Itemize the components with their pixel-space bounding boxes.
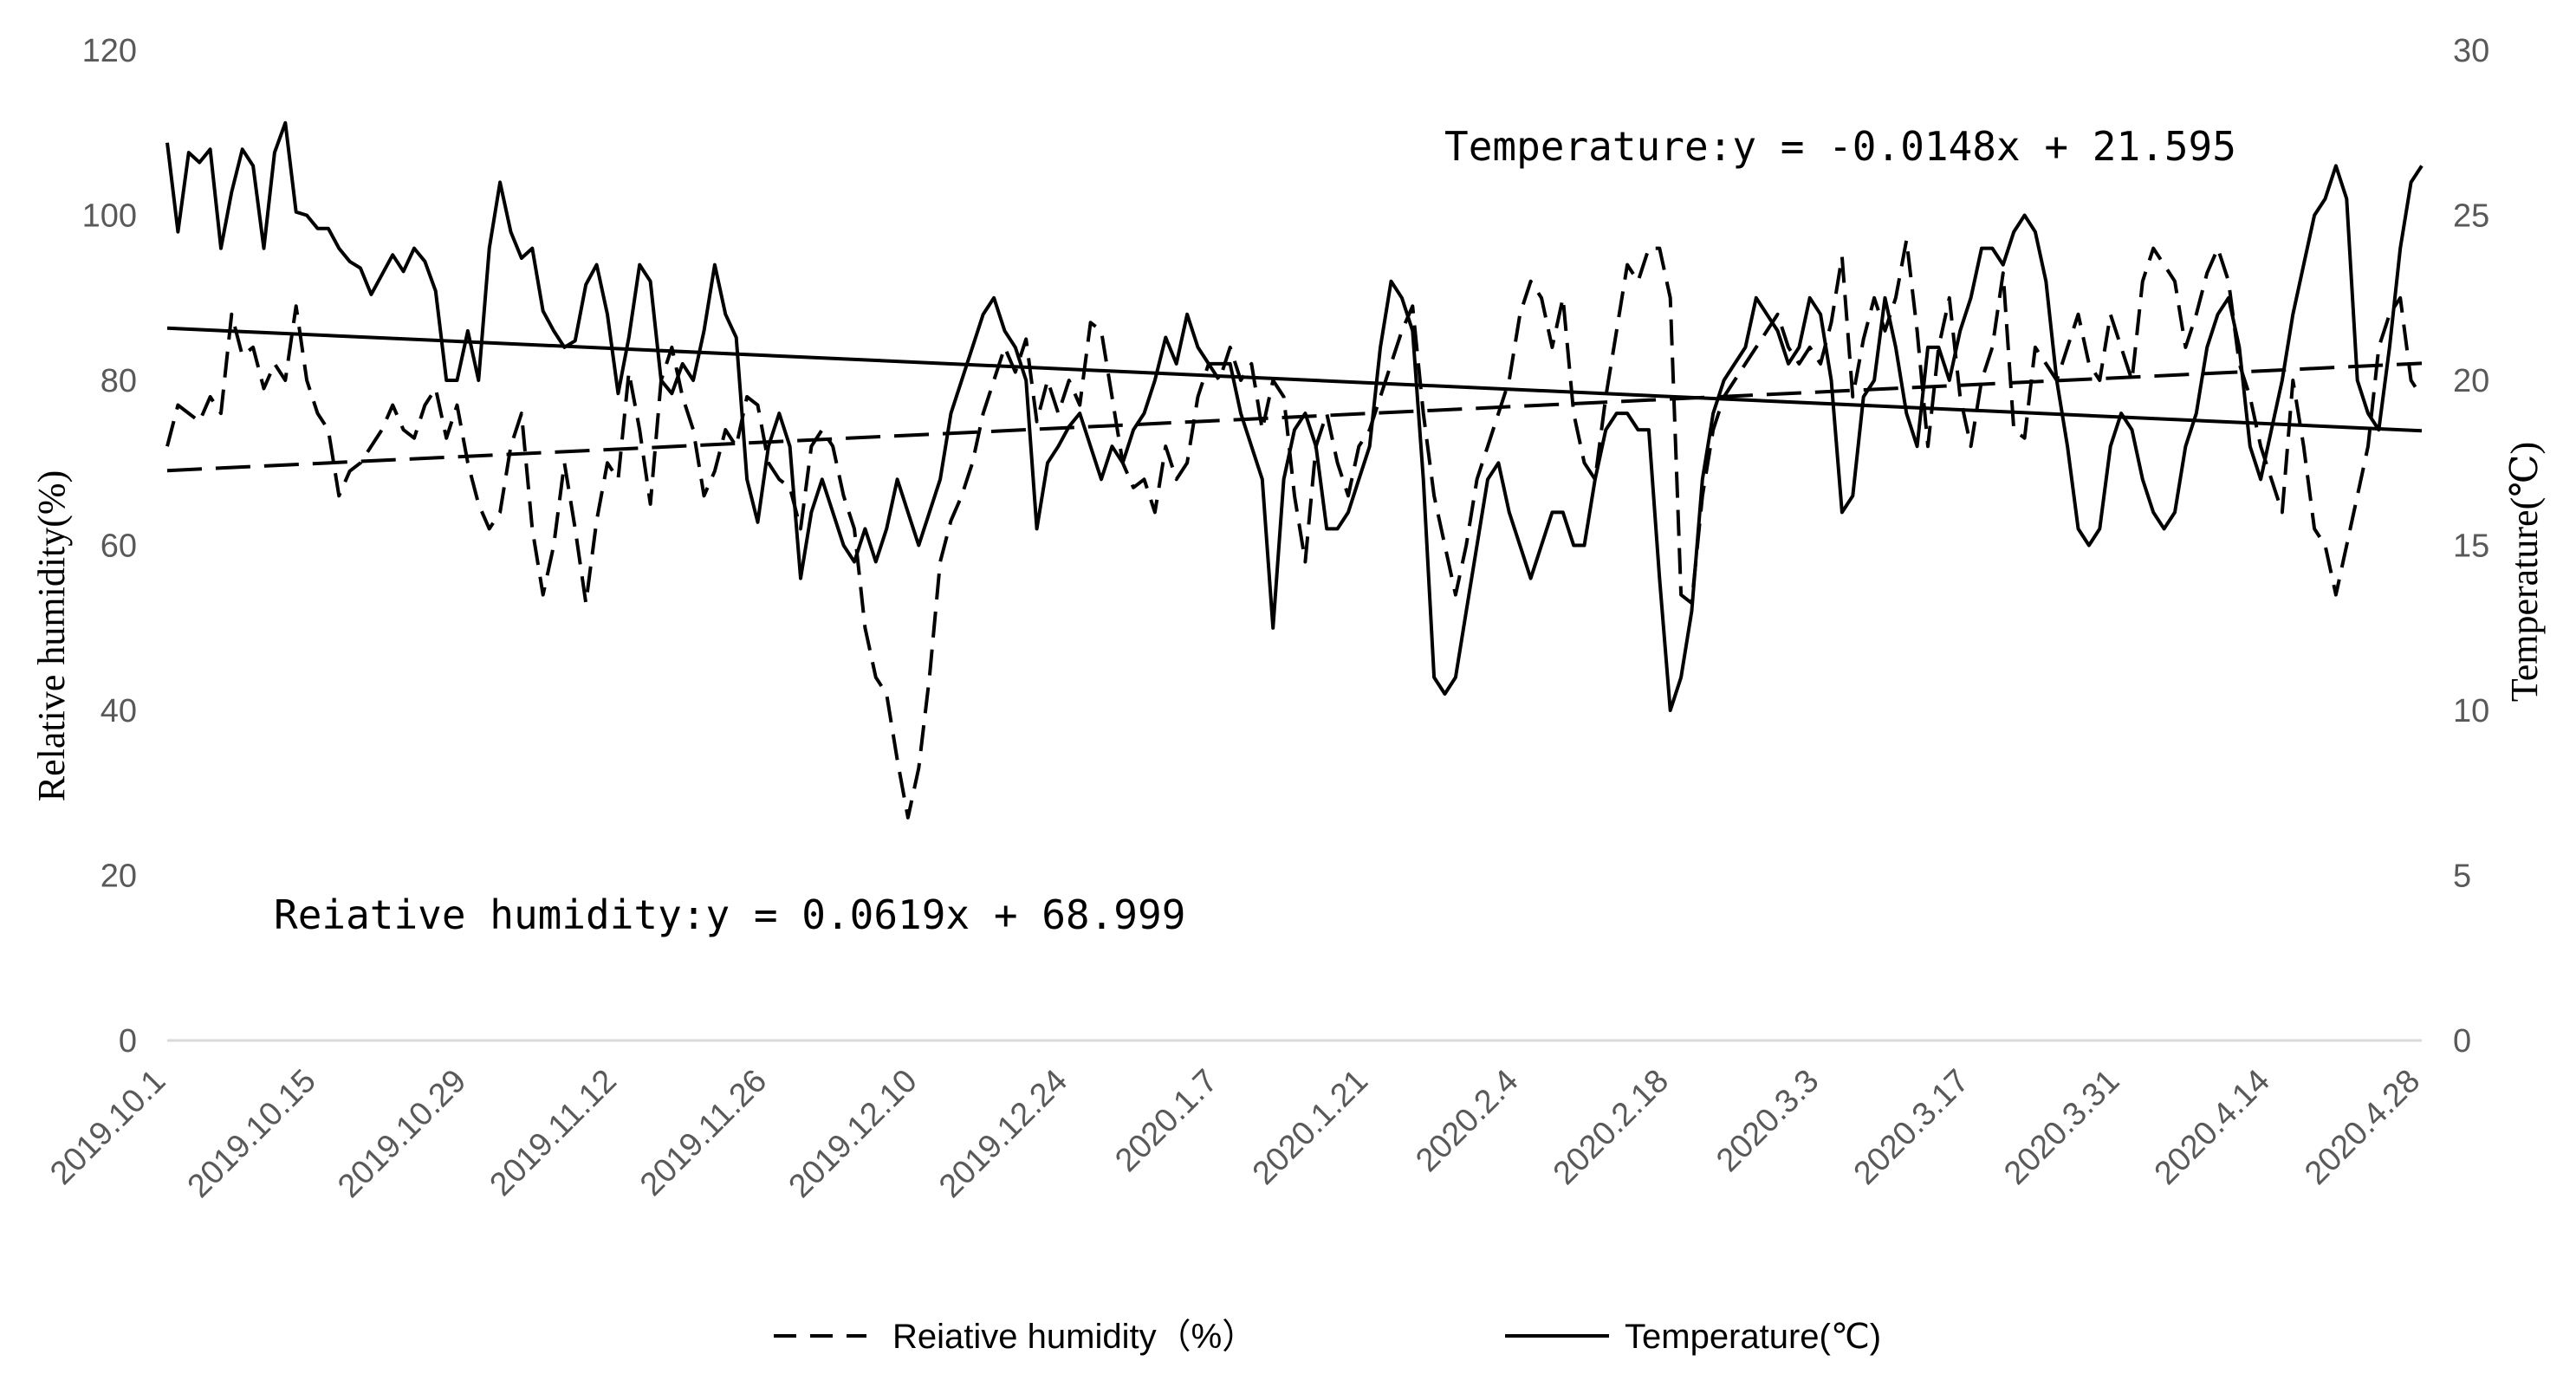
humidity-trendline xyxy=(166,361,2423,473)
temperature-trendline-equation: Temperature:y = -0.0148x + 21.595 xyxy=(1444,123,2236,170)
x-tick-label: 2019.10.15 xyxy=(181,1063,323,1205)
right-y-tick-label: 0 xyxy=(2453,1023,2471,1060)
x-tick-label: 2020.2.4 xyxy=(1409,1063,1525,1179)
x-tick-label: 2020.4.28 xyxy=(2298,1063,2427,1192)
x-axis: 2019.10.1 2019.10.15 2019.10.29 2019.11.12 2… xyxy=(43,1063,2427,1205)
left-y-tick-label: 60 xyxy=(101,528,137,565)
right-y-tick-label: 25 xyxy=(2453,198,2489,235)
x-tick-label: 2020.4.14 xyxy=(2148,1063,2277,1192)
series-layer xyxy=(165,120,2424,820)
humidity-series-line xyxy=(165,238,2424,820)
right-y-tick-label: 20 xyxy=(2453,363,2489,399)
x-tick-label: 2020.3.3 xyxy=(1710,1063,1826,1179)
legend: Reiative humidity（%） Temperature(℃) xyxy=(774,1318,1881,1356)
left-y-axis: 0 20 40 60 80 100 120 xyxy=(82,33,137,1060)
right-y-tick-label: 5 xyxy=(2453,859,2471,895)
right-y-tick-label: 30 xyxy=(2453,33,2489,69)
temperature-trendline xyxy=(166,326,2423,433)
right-y-tick-label: 15 xyxy=(2453,528,2489,565)
x-tick-label: 2019.12.10 xyxy=(782,1063,925,1205)
x-tick-label: 2020.3.31 xyxy=(1997,1063,2126,1192)
x-tick-label: 2019.12.24 xyxy=(932,1063,1074,1205)
left-y-tick-label: 0 xyxy=(119,1023,137,1060)
right-axis-title: Temperature(℃) xyxy=(2503,442,2546,702)
humidity-trendline-equation: Reiative humidity:y = 0.0619x + 68.999 xyxy=(274,891,1185,938)
temperature-series-line xyxy=(165,120,2424,712)
x-tick-label: 2020.1.21 xyxy=(1246,1063,1375,1192)
right-y-axis: 0 5 10 15 20 25 30 xyxy=(2453,33,2489,1060)
left-y-tick-label: 20 xyxy=(101,859,137,895)
left-y-tick-label: 100 xyxy=(82,198,137,235)
trendline-layer xyxy=(166,326,2423,473)
left-y-tick-label: 40 xyxy=(101,693,137,729)
x-tick-label: 2019.10.1 xyxy=(43,1063,172,1192)
x-tick-label: 2020.3.17 xyxy=(1847,1063,1976,1192)
x-tick-label: 2019.10.29 xyxy=(331,1063,473,1205)
left-y-tick-label: 120 xyxy=(82,33,137,69)
left-axis-title: Relative humidity(%) xyxy=(30,470,73,801)
x-tick-label: 2020.1.7 xyxy=(1108,1063,1224,1179)
x-tick-label: 2019.11.26 xyxy=(633,1063,774,1203)
legend-temperature-label: Temperature(℃) xyxy=(1625,1318,1881,1356)
left-y-tick-label: 80 xyxy=(101,363,137,399)
x-tick-label: 2019.11.12 xyxy=(483,1063,624,1203)
x-tick-label: 2020.2.18 xyxy=(1547,1063,1676,1192)
legend-humidity-label: Reiative humidity（%） xyxy=(892,1318,1256,1356)
right-y-tick-label: 10 xyxy=(2453,693,2489,729)
